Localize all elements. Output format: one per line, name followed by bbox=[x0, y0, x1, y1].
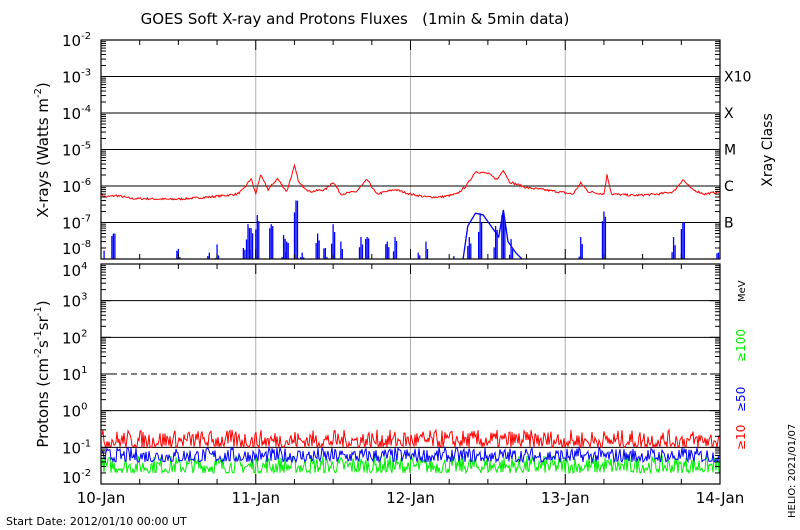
y-tick-label: 10-5 bbox=[62, 141, 91, 160]
xray-short-event bbox=[462, 209, 523, 260]
chart-title: GOES Soft X-ray and Protons Fluxes (1min… bbox=[141, 10, 570, 28]
xray-class-title: Xray Class bbox=[760, 113, 776, 187]
y-tick-label: 10-4 bbox=[62, 104, 91, 123]
x-tick-label: 11-Jan bbox=[232, 489, 280, 507]
proton-axis-title: Protons (cm-2s-1sr-1) bbox=[33, 300, 52, 447]
xray-axis-title: X-rays (Watts m-2) bbox=[33, 82, 52, 217]
x-tick-label: 10-Jan bbox=[77, 489, 125, 507]
proton-channel-label: ≥100 bbox=[734, 329, 748, 362]
y-tick-label: 103 bbox=[62, 292, 87, 311]
proton-channel-label: ≥50 bbox=[734, 387, 748, 412]
mev-unit-label: MeV bbox=[737, 280, 748, 302]
proton-channel-label: ≥10 bbox=[734, 425, 748, 450]
y-tick-label: 10-1 bbox=[62, 438, 91, 457]
y-tick-label: 10-2 bbox=[62, 468, 91, 487]
proton-line-ge50 bbox=[101, 445, 720, 464]
xray-class-label: X10 bbox=[724, 70, 751, 86]
x-tick-label: 13-Jan bbox=[541, 489, 589, 507]
proton-line-ge10 bbox=[101, 428, 720, 449]
y-tick-label: 10-2 bbox=[62, 31, 91, 50]
xray-class-label: C bbox=[724, 179, 734, 195]
xray-long-line bbox=[100, 163, 720, 201]
y-tick-label: 10-3 bbox=[62, 68, 91, 87]
y-tick-label: 104 bbox=[62, 261, 87, 280]
x-tick-label: 14-Jan bbox=[696, 489, 744, 507]
x-tick-label: 12-Jan bbox=[386, 489, 434, 507]
xray-class-label: X bbox=[724, 106, 734, 122]
helio-stamp: HELIO: 2021/01/07 bbox=[787, 424, 798, 518]
y-tick-label: 10-7 bbox=[62, 214, 91, 233]
y-tick-label: 10-8 bbox=[62, 239, 91, 258]
xray-class-label: M bbox=[724, 143, 736, 159]
proton-line-ge100 bbox=[101, 454, 720, 475]
y-tick-label: 10-6 bbox=[62, 177, 91, 196]
xray-class-label: B bbox=[724, 216, 734, 232]
y-tick-label: 100 bbox=[62, 402, 87, 421]
y-tick-label: 101 bbox=[62, 365, 87, 384]
start-date: Start Date: 2012/01/10 00:00 UT bbox=[6, 515, 187, 528]
y-tick-label: 102 bbox=[62, 328, 87, 347]
